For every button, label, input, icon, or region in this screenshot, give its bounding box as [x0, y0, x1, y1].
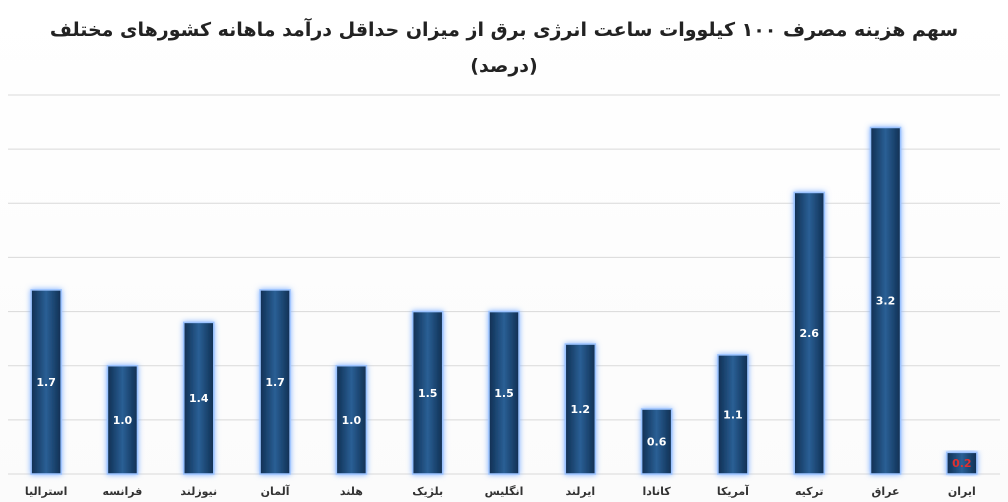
bar: [793, 191, 825, 475]
category-label: فرانسه: [103, 485, 143, 498]
category-label: ایران: [948, 485, 976, 498]
category-label: انگلیس: [485, 485, 524, 498]
bar: [640, 408, 673, 475]
data-label: 0.6: [647, 436, 667, 449]
bar: [869, 126, 902, 475]
bar: [946, 451, 978, 475]
data-label: 1.0: [342, 414, 362, 427]
category-label: عراق: [872, 485, 900, 498]
bar: [183, 321, 215, 475]
category-label: استرالیا: [25, 485, 67, 498]
data-label: 3.2: [876, 295, 896, 308]
data-label: 1.5: [494, 387, 514, 400]
bars-group: [30, 126, 978, 475]
category-label: کانادا: [643, 485, 672, 498]
bar: [106, 364, 139, 475]
bar: [411, 310, 444, 475]
chart-title: سهم هزینه مصرف ۱۰۰ کیلووات ساعت انرژی بر…: [50, 17, 958, 41]
category-label: آلمان: [261, 484, 290, 498]
data-label: 1.5: [418, 387, 438, 400]
bar: [564, 343, 597, 475]
category-label: بلژیک: [412, 485, 443, 498]
bar: [259, 289, 291, 475]
data-label: 1.0: [113, 414, 133, 427]
bar: [488, 310, 520, 475]
bar: [335, 364, 368, 475]
category-label: آمریکا: [717, 484, 749, 498]
data-label: 1.4: [189, 392, 209, 405]
category-label: ترکیه: [795, 485, 824, 498]
data-label: 1.1: [723, 408, 743, 421]
category-label: نیوزلند: [180, 485, 217, 498]
data-label: 1.2: [571, 403, 591, 416]
data-label: 0.2: [952, 457, 972, 470]
bar: [30, 289, 62, 475]
category-labels-group: استرالیا فرانسه نیوزلند آلمان هلند بلژیک انگلی…: [25, 484, 976, 498]
value-labels-group: 1.7 1.0 1.4 1.7 1.0 1.5 1.5 1.2 0.6 1.1 2.6 3.2 0.2: [36, 295, 971, 470]
data-label: 1.7: [36, 376, 56, 389]
data-label: 2.6: [799, 327, 819, 340]
data-label: 1.7: [265, 376, 285, 389]
category-label: ایرلند: [565, 485, 595, 498]
bar: [717, 354, 749, 475]
chart-subtitle: (درصد): [470, 55, 537, 77]
category-label: هلند: [340, 485, 363, 498]
